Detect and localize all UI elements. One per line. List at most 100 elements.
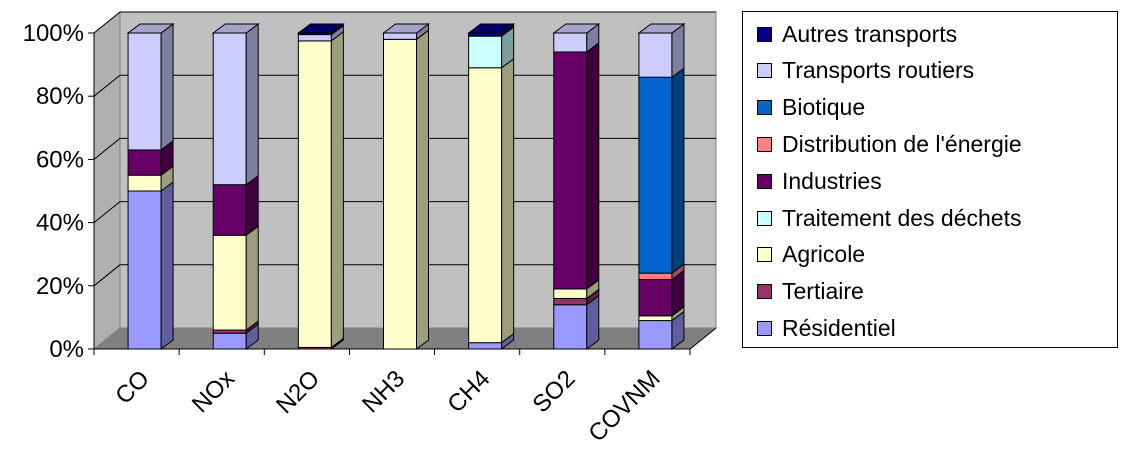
bar-top-so2 — [552, 23, 601, 34]
legend-swatch — [757, 26, 772, 42]
y-axis-ticks: 0% 20% 40% 60% 80% 100% — [23, 20, 717, 363]
bar-stack-nh3 — [382, 23, 430, 350]
bar-n2o-transports-routiers — [297, 34, 332, 42]
bar-nh3-agricole — [383, 38, 417, 350]
bar-ch4-agricole — [468, 67, 503, 344]
bar-n2o-agricole-side — [330, 30, 344, 349]
legend-item-traitement-des-dechets: Traitement des déchets — [757, 200, 1022, 236]
bar-nox-industries — [212, 184, 247, 236]
bar-stack-co — [126, 23, 175, 350]
legend-swatch — [757, 136, 772, 152]
bar-so2-transports-routiers — [553, 32, 588, 53]
x-axis-labels: CO NOx N2O NH3 CH4 SO2 COVNM — [110, 365, 665, 447]
legend-label: Transports routiers — [782, 57, 975, 84]
gridline — [93, 74, 716, 97]
side-wall — [93, 10, 121, 351]
legend-label: Résidentiel — [782, 314, 896, 341]
legend-swatch — [757, 210, 772, 226]
bar-nox-agricole-side — [245, 225, 259, 332]
x-tick-label-co: CO — [110, 365, 155, 410]
bar-covnm-distribution-de-l-energie — [638, 272, 673, 280]
bar-covnm-biotique — [638, 76, 673, 274]
bar-nh3-transports-routiers — [383, 32, 417, 40]
gridlines — [93, 11, 716, 287]
legend-swatch — [757, 284, 772, 300]
x-axis-depth-line — [689, 327, 717, 350]
legend-item-autres-transports: Autres transports — [757, 16, 957, 52]
bar-n2o-agricole — [297, 40, 332, 348]
bar-ch4-traitement-des-dechets — [468, 35, 503, 69]
bar-nox-agricole — [212, 234, 247, 331]
bar-co-residentiel — [127, 190, 162, 350]
legend-label: Agricole — [782, 241, 866, 268]
bar-nox-residentiel — [212, 332, 247, 350]
bar-stack-covnm — [637, 23, 686, 350]
y-tick-label: 20% — [36, 273, 84, 300]
bar-nh3-agricole-side — [416, 29, 429, 350]
bar-co-residentiel-side — [160, 181, 174, 350]
bar-co-industries — [127, 149, 162, 176]
y-tick-label: 100% — [23, 20, 84, 47]
legend-item-industries: Industries — [757, 163, 882, 199]
bar-top-nh3 — [382, 23, 430, 34]
legend-item-distribution-de-l-energie: Distribution de l'énergie — [757, 126, 1022, 162]
legend-label: Industries — [782, 167, 882, 194]
bar-stack-so2 — [552, 23, 601, 350]
gridline — [93, 264, 716, 287]
gridline — [93, 11, 716, 34]
y-tick-label: 60% — [36, 146, 84, 173]
bar-top-covnm — [637, 23, 686, 34]
x-tick-label-nox: NOx — [187, 365, 240, 418]
bar-covnm-residentiel — [638, 320, 673, 350]
legend-label: Tertiaire — [782, 278, 864, 305]
x-tick-label-nh3: NH3 — [357, 365, 410, 418]
bar-top-ch4 — [467, 23, 516, 34]
gridline — [93, 201, 716, 223]
legend-item-tertiaire: Tertiaire — [757, 274, 864, 310]
legend-item-residentiel: Résidentiel — [757, 310, 896, 346]
legend-swatch — [757, 173, 772, 189]
bar-stack-nox — [211, 23, 260, 350]
x-tick-label-covnm: COVNM — [583, 365, 665, 447]
x-tick-label-so2: SO2 — [527, 365, 580, 418]
bar-ch4-agricole-side — [501, 57, 515, 344]
bar-stack-n2o — [296, 23, 345, 350]
legend-swatch — [757, 320, 772, 336]
legend-swatch — [757, 100, 772, 116]
legend-label: Biotique — [782, 94, 866, 121]
bar-covnm-biotique-side — [671, 67, 685, 275]
legend-swatch — [757, 247, 772, 263]
bar-covnm-transports-routiers — [638, 32, 673, 78]
bars — [126, 23, 686, 350]
bar-nox-transports-routiers-side — [245, 23, 259, 186]
legend-item-transports-routiers: Transports routiers — [757, 53, 974, 89]
y-tick-label: 40% — [36, 210, 84, 237]
bar-stack-ch4 — [467, 23, 516, 350]
bar-so2-industries — [553, 51, 588, 290]
legend-label: Traitement des déchets — [782, 204, 1022, 231]
legend-item-biotique: Biotique — [757, 90, 865, 126]
bar-top-n2o — [296, 23, 345, 34]
bar-so2-industries-side — [586, 41, 600, 290]
bar-so2-agricole — [553, 288, 588, 299]
gridline — [93, 137, 716, 160]
chart-canvas: 0% 20% 40% 60% 80% 100% CO NOx N2O NH3 CH4 SO2 COVN… — [23, 10, 718, 447]
bar-ch4-residentiel — [468, 342, 503, 350]
bar-top-co — [126, 23, 175, 34]
legend-swatch — [757, 63, 772, 79]
bar-nox-industries-side — [245, 174, 259, 237]
x-tick-label-ch4: CH4 — [442, 365, 495, 418]
bar-covnm-industries — [638, 278, 673, 317]
x-tick-label-n2o: N2O — [271, 365, 325, 419]
bar-co-transports-routiers — [127, 32, 162, 151]
bar-nox-transports-routiers — [212, 32, 247, 186]
legend-label: Autres transports — [782, 20, 958, 47]
y-tick-label: 80% — [36, 83, 84, 110]
y-tick-label: 0% — [49, 336, 84, 363]
bar-co-agricole — [127, 174, 162, 192]
bar-covnm-agricole — [638, 315, 673, 322]
legend-label: Distribution de l'énergie — [782, 130, 1022, 157]
legend: Autres transports Transports routiers Biot… — [742, 11, 1118, 348]
bar-co-transports-routiers-side — [160, 23, 174, 151]
bar-top-nox — [211, 23, 260, 34]
